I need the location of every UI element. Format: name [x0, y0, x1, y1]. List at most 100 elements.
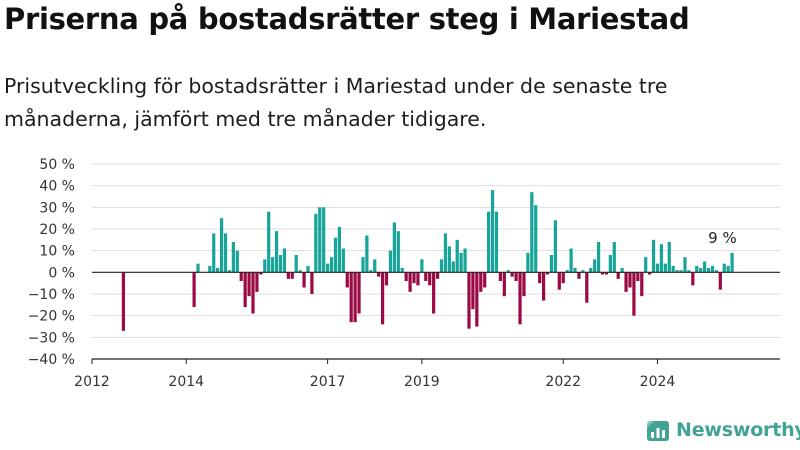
- bar: [231, 242, 235, 273]
- bar: [424, 272, 428, 281]
- bar: [620, 268, 624, 273]
- bar: [695, 265, 699, 273]
- bar: [333, 237, 338, 273]
- bar: [494, 211, 499, 273]
- bar: [651, 239, 656, 273]
- bar: [644, 257, 648, 273]
- bar: [471, 272, 475, 310]
- bar: [216, 268, 220, 273]
- bar: [404, 272, 408, 281]
- bar: [624, 272, 628, 292]
- bar: [428, 272, 432, 286]
- y-tick-label: −40 %: [28, 352, 75, 368]
- bar: [718, 272, 722, 290]
- bar: [710, 265, 715, 273]
- bar: [286, 272, 290, 279]
- y-tick-label: −20 %: [28, 309, 75, 325]
- bar: [518, 272, 522, 325]
- x-tick-label: 2019: [404, 374, 440, 390]
- bar: [310, 272, 314, 294]
- x-tick-label: 2022: [545, 374, 581, 390]
- bar: [726, 265, 730, 273]
- bar: [302, 272, 306, 288]
- y-tick-label: 10 %: [39, 244, 75, 260]
- bar: [243, 272, 247, 307]
- bar: [361, 257, 365, 273]
- bar: [667, 242, 671, 273]
- bar: [714, 270, 718, 273]
- bar: [463, 248, 467, 273]
- bar: [400, 268, 404, 273]
- bar: [730, 252, 734, 273]
- bar: [557, 272, 561, 290]
- bar: [357, 272, 361, 314]
- y-tick-label: 40 %: [39, 179, 75, 195]
- bar: [514, 272, 518, 281]
- bar: [353, 272, 357, 323]
- y-tick-label: 50 %: [39, 157, 75, 173]
- bar: [581, 270, 585, 273]
- bar: [455, 239, 459, 273]
- bar: [577, 272, 581, 279]
- bar: [259, 272, 263, 275]
- x-tick-label: 2017: [310, 374, 346, 390]
- bar: [196, 263, 200, 273]
- bar: [569, 248, 573, 273]
- bar: [373, 259, 377, 273]
- bar: [628, 272, 632, 288]
- bar: [522, 272, 526, 297]
- bar: [326, 263, 330, 273]
- bar: [365, 235, 369, 273]
- bar: [384, 272, 389, 286]
- y-tick-label: 20 %: [39, 222, 75, 238]
- bar: [487, 211, 491, 273]
- bar: [369, 270, 373, 273]
- bar: [208, 265, 212, 273]
- bar: [502, 272, 506, 297]
- bar: [318, 207, 322, 273]
- bar: [722, 263, 726, 273]
- bar: [530, 192, 534, 273]
- bar: [506, 270, 510, 273]
- bar: [251, 272, 255, 314]
- bar: [616, 272, 620, 279]
- bar: [322, 207, 326, 273]
- bar: [683, 257, 687, 273]
- bar: [490, 190, 495, 273]
- gridlines: [92, 163, 780, 360]
- bar: [553, 220, 557, 273]
- bar: [545, 272, 550, 275]
- y-tick-label: −10 %: [28, 287, 75, 303]
- x-tick-label: 2014: [168, 374, 204, 390]
- bar: [561, 272, 565, 284]
- bar: [526, 252, 530, 273]
- bar: [632, 272, 636, 316]
- bar: [636, 272, 640, 281]
- bar: [212, 233, 216, 273]
- bar: [706, 268, 711, 273]
- bar: [596, 242, 601, 273]
- bar: [687, 270, 691, 273]
- bar: [549, 255, 554, 273]
- bar: [219, 218, 224, 273]
- bar: [483, 272, 487, 288]
- bar: [691, 272, 695, 286]
- bar: [349, 272, 353, 323]
- y-axis-labels: 50 % 40 % 30 % 20 % 10 % 0 % −10 % −20 % −30 % −4…: [28, 157, 75, 368]
- bar: [412, 272, 416, 284]
- y-tick-label: 0 %: [48, 265, 75, 281]
- bar: [329, 257, 334, 273]
- bar: [589, 268, 593, 273]
- bar: [534, 205, 538, 273]
- bar: [573, 268, 577, 273]
- bar: [702, 261, 707, 273]
- bar: [388, 250, 393, 273]
- bar: [377, 272, 381, 277]
- bar: [538, 272, 542, 284]
- bar: [443, 233, 448, 273]
- bar: [675, 270, 679, 273]
- newsworthy-logo-icon: [647, 421, 669, 441]
- bar: [282, 248, 287, 273]
- bar: [278, 255, 283, 273]
- bar: [475, 272, 479, 327]
